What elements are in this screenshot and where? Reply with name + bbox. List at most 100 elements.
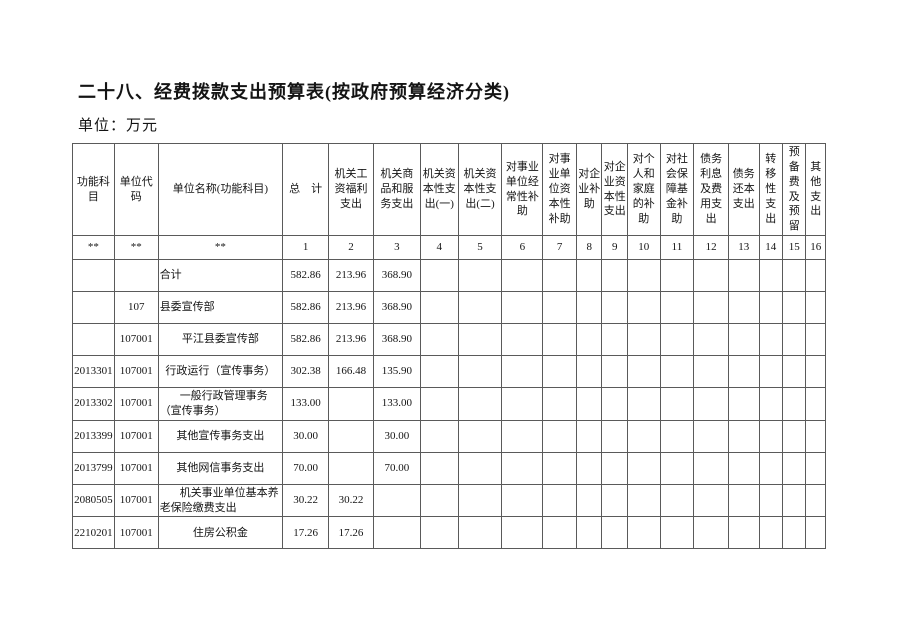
cell-value xyxy=(727,516,760,550)
cell-func-code: 2013302 xyxy=(72,387,115,421)
table-row: 2013799 107001 其他网信事务支出 70.00 70.00 xyxy=(72,451,826,485)
cell-value: 30.00 xyxy=(372,419,421,453)
col-header-total: 总 计 xyxy=(282,142,330,237)
cell-value xyxy=(419,323,459,357)
cell-value xyxy=(501,323,544,357)
cell-value xyxy=(727,483,760,518)
col-code-organ-capital-1: 4 xyxy=(419,235,459,261)
cell-value xyxy=(626,483,661,518)
cell-value xyxy=(727,355,760,389)
col-code-unit-name: ** xyxy=(157,235,284,261)
cell-value: 30.00 xyxy=(282,419,330,453)
cell-value xyxy=(805,387,826,421)
cell-value xyxy=(501,516,544,550)
cell-value xyxy=(601,516,628,550)
cell-value xyxy=(626,259,661,293)
cell-value xyxy=(626,516,661,550)
cell-value xyxy=(693,451,729,485)
cell-unit-code: 107001 xyxy=(113,516,159,550)
cell-value xyxy=(659,387,695,421)
cell-value xyxy=(758,355,784,389)
col-code-total: 1 xyxy=(282,235,330,261)
col-header-social-security-fund: 对社会保障基金补助 xyxy=(659,142,695,237)
cell-value: 213.96 xyxy=(328,291,374,325)
cell-value xyxy=(601,259,628,293)
cell-value xyxy=(626,419,661,453)
cell-value xyxy=(626,355,661,389)
cell-value xyxy=(575,387,603,421)
cell-value xyxy=(542,419,577,453)
cell-value xyxy=(601,355,628,389)
cell-value: 213.96 xyxy=(328,259,374,293)
cell-value: 133.00 xyxy=(282,387,330,421)
cell-value xyxy=(626,451,661,485)
cell-unit-name: 其他宣传事务支出 xyxy=(157,419,284,453)
cell-value xyxy=(758,259,784,293)
cell-value xyxy=(693,483,729,518)
cell-unit-code: 107001 xyxy=(113,355,159,389)
cell-value xyxy=(727,259,760,293)
cell-func-code: 2013399 xyxy=(72,419,115,453)
cell-value xyxy=(601,323,628,357)
cell-value xyxy=(542,259,577,293)
cell-value: 368.90 xyxy=(372,259,421,293)
col-header-unit-name: 单位名称(功能科目) xyxy=(157,142,284,237)
cell-value xyxy=(419,419,459,453)
col-code-inst-capital-subsidy: 7 xyxy=(542,235,577,261)
cell-value xyxy=(781,451,807,485)
col-code-other-expense: 16 xyxy=(805,235,826,261)
cell-unit-name: 其他网信事务支出 xyxy=(157,451,284,485)
cell-value: 70.00 xyxy=(282,451,330,485)
cell-value xyxy=(501,259,544,293)
cell-value xyxy=(659,323,695,357)
cell-value xyxy=(457,451,503,485)
cell-value: 582.86 xyxy=(282,259,330,293)
table-row: 2080505 107001 机关事业单位基本养老保险缴费支出 30.22 30.22 xyxy=(72,483,826,518)
cell-value xyxy=(501,419,544,453)
cell-value: 30.22 xyxy=(282,483,330,518)
cell-value xyxy=(659,355,695,389)
col-code-func-subject: ** xyxy=(72,235,115,261)
col-header-reserve-fund: 预备费及预留 xyxy=(781,142,807,237)
cell-value xyxy=(693,323,729,357)
header-label-row: 功能科目 单位代码 单位名称(功能科目) 总 计机关工资福利支出 机关商品和服务支出 机关… xyxy=(72,142,826,237)
cell-value xyxy=(805,259,826,293)
cell-value xyxy=(727,291,760,325)
cell-value xyxy=(659,259,695,293)
cell-value xyxy=(758,291,784,325)
header-code-row: ** ** ** 1 2 3 4 5 6 7 8 9 10 11 12 13 14 15 16 xyxy=(72,235,826,261)
cell-value xyxy=(419,259,459,293)
col-header-transfer-expense: 转移性支出 xyxy=(758,142,784,237)
col-header-inst-capital-subsidy: 对事业单位资本性补助 xyxy=(542,142,577,237)
cell-value xyxy=(575,355,603,389)
cell-unit-code xyxy=(113,259,159,293)
cell-value xyxy=(693,516,729,550)
cell-value: 70.00 xyxy=(372,451,421,485)
cell-value xyxy=(542,451,577,485)
cell-value: 166.48 xyxy=(328,355,374,389)
cell-value: 17.26 xyxy=(328,516,374,550)
cell-value: 30.22 xyxy=(328,483,374,518)
col-code-transfer-expense: 14 xyxy=(758,235,784,261)
col-code-unit-code: ** xyxy=(113,235,159,261)
cell-value xyxy=(575,451,603,485)
page-title: 二十八、经费拨款支出预算表(按政府预算经济分类) xyxy=(78,82,510,102)
cell-value xyxy=(781,291,807,325)
cell-value xyxy=(601,291,628,325)
col-header-inst-regular-subsidy: 对事业单位经常性补助 xyxy=(501,142,544,237)
cell-value: 135.90 xyxy=(372,355,421,389)
cell-unit-code: 107001 xyxy=(113,323,159,357)
table-row: 合计 582.86 213.96 368.90 xyxy=(72,259,826,293)
cell-value xyxy=(542,355,577,389)
col-code-debt-interest-fee: 12 xyxy=(693,235,729,261)
cell-value xyxy=(626,387,661,421)
cell-value: 17.26 xyxy=(282,516,330,550)
cell-value xyxy=(328,419,374,453)
col-header-organ-capital-1: 机关资本性支出(一) xyxy=(419,142,459,237)
cell-value xyxy=(781,419,807,453)
table-row: 2013302 107001 一般行政管理事务 （宣传事务） 133.00 133.00 xyxy=(72,387,826,421)
cell-value xyxy=(805,516,826,550)
cell-value xyxy=(457,323,503,357)
cell-func-code xyxy=(72,259,115,293)
col-code-social-security-fund: 11 xyxy=(659,235,695,261)
